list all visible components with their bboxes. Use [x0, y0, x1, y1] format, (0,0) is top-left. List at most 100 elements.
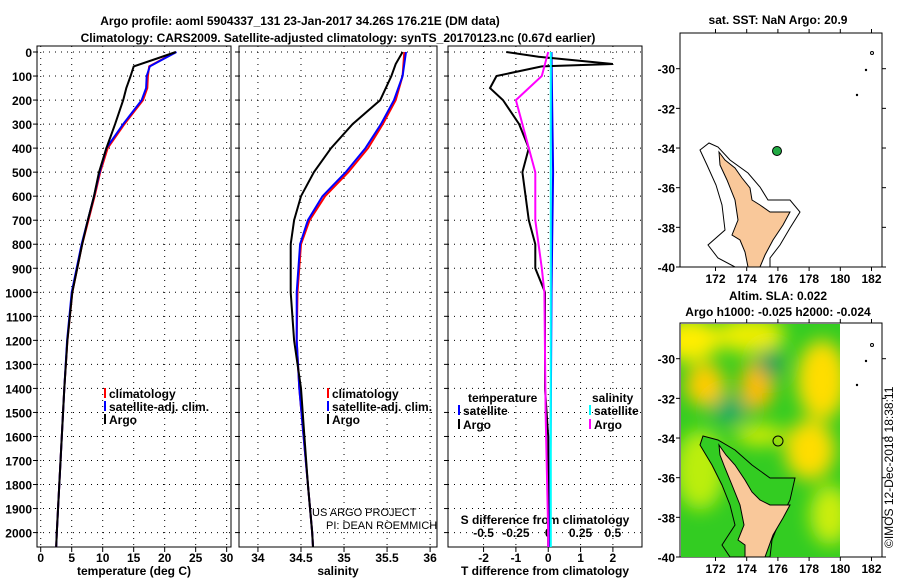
- plot-area: [238, 45, 438, 548]
- legend-label: Argo: [594, 418, 622, 432]
- legend-label: satellite-adj. clim.: [109, 400, 209, 414]
- map-lon-label: 178: [799, 272, 819, 286]
- legend-label: Argo: [109, 413, 137, 427]
- y-tick-label: 1100: [6, 310, 32, 324]
- credit-project: US ARGO PROJECT: [312, 507, 417, 519]
- map-lat-label: -30: [658, 353, 676, 367]
- series-argo: [55, 51, 177, 548]
- legend-label: Argo: [463, 418, 491, 432]
- temperature-panel: 0 5 10 15 20 25 300100200300400500600700800900…: [5, 45, 234, 578]
- map-lat-label: -36: [658, 472, 676, 486]
- x2-tick-label: -0.5: [473, 526, 494, 540]
- map-lon-label: 172: [705, 562, 725, 576]
- x2-tick-label: -0.25: [502, 526, 530, 540]
- x-tick-label: 35: [337, 551, 351, 565]
- y-tick-label: 200: [12, 94, 32, 108]
- y-tick-label: 1700: [5, 454, 32, 468]
- legend-label: climatology: [332, 387, 399, 401]
- map-lon-label: 176: [768, 272, 788, 286]
- map-lat-label: -32: [658, 102, 676, 116]
- y-tick-label: 900: [12, 262, 32, 276]
- x-axis-label: T difference from climatology: [461, 564, 629, 578]
- y-tick-label: 1600: [5, 430, 32, 444]
- x-tick-label: 30: [220, 551, 234, 565]
- x-tick-label: -2: [478, 551, 489, 565]
- x-tick-label: 2: [610, 551, 617, 565]
- legend-label: satellite: [594, 404, 639, 418]
- map-bottom-land: [718, 443, 791, 557]
- y-tick-label: 300: [12, 118, 32, 132]
- y-tick-label: 1500: [5, 406, 32, 420]
- y-tick-label: 800: [12, 238, 32, 252]
- x-tick-label: 34: [251, 551, 265, 565]
- x-tick-label: -1: [511, 551, 522, 565]
- map-lat-label: -34: [658, 432, 676, 446]
- title-line-1: Argo profile: aoml 5904337_131 23-Jan-20…: [100, 14, 500, 28]
- x-tick-label: 15: [127, 551, 141, 565]
- map-lat-label: -34: [658, 142, 676, 156]
- map-lon-label: 180: [830, 562, 850, 576]
- difference-panel: -2 -1 0 1 2T difference from climatology -0.5…: [444, 45, 643, 578]
- map-top-land: [718, 150, 791, 268]
- y-tick-label: 400: [12, 142, 32, 156]
- y-tick-label: 1800: [5, 479, 32, 493]
- salinity-panel: 34 34.5 35 35.5 36 salinity climatologysatelli…: [235, 45, 438, 578]
- map-lat-label: -40: [658, 261, 676, 275]
- y-tick-label: 1200: [5, 334, 32, 348]
- map-lat-label: -40: [658, 551, 676, 565]
- x-tick-label: 0: [37, 551, 44, 565]
- x-tick-label: 36: [423, 551, 437, 565]
- y-tick-label: 1300: [5, 358, 32, 372]
- x2-tick-label: 0.25: [569, 526, 593, 540]
- y-tick-label: 600: [12, 190, 32, 204]
- series-salinity-argo: [514, 51, 550, 547]
- y-tick-label: 0: [25, 46, 32, 60]
- legend-label: climatology: [109, 387, 176, 401]
- x-axis-label: salinity: [317, 564, 359, 578]
- map-top-argo-marker: [772, 146, 782, 156]
- x-tick-label: 35.5: [375, 551, 399, 565]
- map-lon-label: 182: [861, 562, 881, 576]
- map-lon-label: 178: [799, 562, 819, 576]
- x-tick-label: 1: [577, 551, 584, 565]
- map-lat-label: -30: [658, 63, 676, 77]
- map-lon-label: 176: [768, 562, 788, 576]
- sla-field: [681, 324, 840, 557]
- x-tick-label: 5: [68, 551, 75, 565]
- x-tick-label: 0: [545, 551, 552, 565]
- series-argo: [289, 51, 404, 548]
- x-tick-label: 25: [189, 551, 203, 565]
- x-tick-label: 10: [96, 551, 110, 565]
- title-line-2: Climatology: CARS2009. Satellite-adjuste…: [81, 31, 596, 45]
- map-top-title: sat. SST: NaN Argo: 20.9: [709, 13, 848, 27]
- map-bottom-title-2: Argo h1000: -0.025 h2000: -0.024: [685, 305, 871, 319]
- legend-label: satellite-adj. clim.: [332, 400, 432, 414]
- y-tick-label: 1000: [5, 286, 32, 300]
- map-bottom-title-1: Altim. SLA: 0.022: [729, 289, 827, 303]
- legend-label: Argo: [332, 413, 360, 427]
- legend-title-temperature: temperature: [468, 391, 538, 405]
- plot-area: [36, 45, 232, 548]
- y-tick-label: 1400: [5, 382, 32, 396]
- y-tick-label: 700: [12, 214, 32, 228]
- map-lon-label: 174: [737, 272, 757, 286]
- y-tick-label: 500: [12, 166, 32, 180]
- map-lon-label: 172: [705, 272, 725, 286]
- map-bottom-argo-marker: [772, 435, 784, 447]
- imos-watermark: ©IMOS 12-Dec-2018 18:38:11: [882, 386, 896, 548]
- map-lat-label: -38: [658, 221, 676, 235]
- map-top: [679, 32, 883, 268]
- map-lat-label: -32: [658, 392, 676, 406]
- map-lat-label: -38: [658, 511, 676, 525]
- y-tick-label: 2000: [5, 527, 32, 541]
- x2-tick-label: 0.5: [605, 526, 622, 540]
- x-axis-label: temperature (deg C): [77, 564, 191, 578]
- credit-pi: PI: DEAN ROEMMICH: [326, 520, 437, 532]
- map-lon-label: 174: [737, 562, 757, 576]
- map-lat-label: -36: [658, 182, 676, 196]
- x-tick-label: 34.5: [289, 551, 313, 565]
- map-lon-label: 180: [830, 272, 850, 286]
- y-tick-label: 1900: [5, 503, 32, 517]
- map-bottom: [679, 322, 883, 558]
